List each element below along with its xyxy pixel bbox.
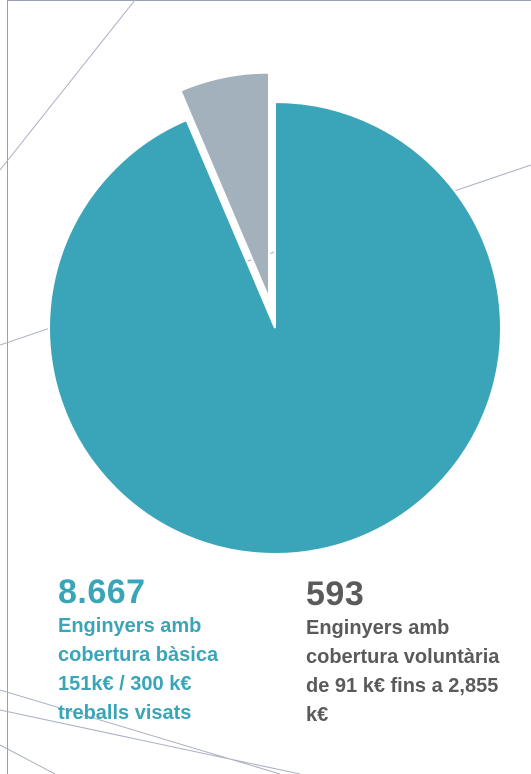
legend-entry-basic: 8.667 Enginyers amb cobertura bàsica 151… xyxy=(58,574,268,728)
pie-chart xyxy=(48,71,502,555)
legend-label: Enginyers amb cobertura voluntària de 91… xyxy=(306,617,500,726)
pie-slice-0 xyxy=(48,100,502,555)
pie-slice-1 xyxy=(179,71,271,299)
legend-value: 593 xyxy=(306,575,365,613)
legend-entry-voluntary: 593 Enginyers amb cobertura voluntària d… xyxy=(306,576,516,730)
legend-value: 8.667 xyxy=(58,573,146,611)
bg-line xyxy=(0,0,136,171)
bg-line xyxy=(0,709,301,774)
chart-frame xyxy=(7,0,531,774)
bg-line xyxy=(0,744,56,774)
legend-label: Enginyers amb cobertura bàsica 151k€ / 3… xyxy=(58,615,219,724)
